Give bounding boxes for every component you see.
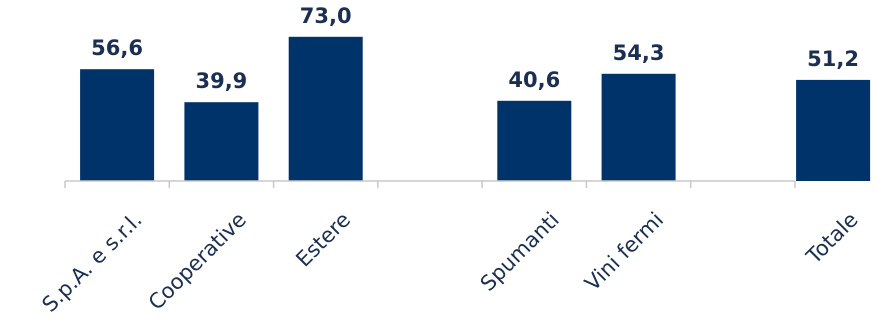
category-label-7: Totale	[801, 208, 862, 269]
category-label-4: Spumanti	[476, 208, 564, 296]
bar-0	[80, 69, 155, 181]
value-label-0: 56,6	[91, 36, 143, 60]
bars-layer	[80, 36, 871, 181]
bar-5	[601, 73, 676, 181]
value-label-7: 51,2	[807, 47, 859, 71]
category-label-1: Cooperative	[144, 208, 251, 315]
value-label-1: 39,9	[195, 69, 247, 93]
value-label-4: 40,6	[508, 68, 560, 92]
bar-7	[796, 79, 871, 181]
category-label-5: Vini fermi	[580, 208, 668, 296]
bar-4	[497, 100, 572, 181]
bar-2	[288, 36, 363, 181]
value-labels-layer: 56,6 39,9 73,0 40,6 54,3 51,2	[91, 4, 859, 93]
category-label-0: S.p.A. e s.r.l.	[37, 208, 146, 317]
value-label-5: 54,3	[613, 41, 665, 65]
bar-1	[184, 102, 259, 181]
category-label-2: Estere	[291, 208, 355, 272]
x-axis	[64, 180, 796, 188]
value-label-2: 73,0	[300, 4, 352, 28]
category-labels-layer: S.p.A. e s.r.l.Cooperative Estere Spumanti…	[37, 208, 862, 317]
